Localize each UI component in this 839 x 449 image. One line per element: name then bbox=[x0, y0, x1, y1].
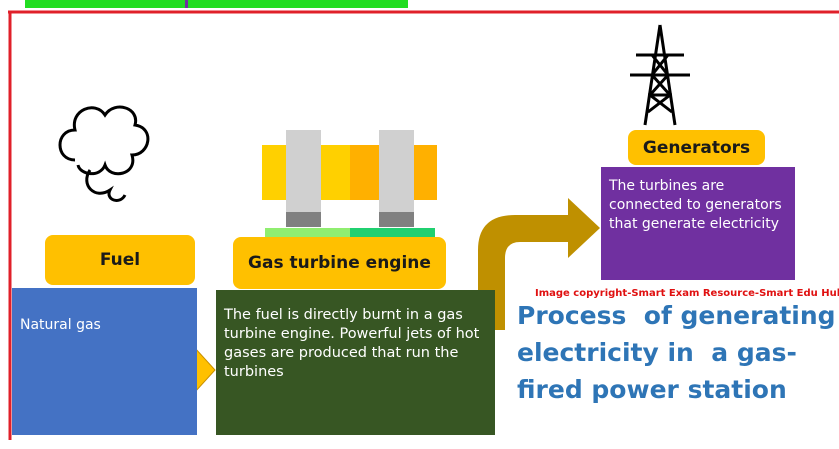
fuel-label: Fuel bbox=[45, 235, 195, 285]
smoke-icon bbox=[60, 107, 148, 200]
pylon-icon bbox=[630, 25, 690, 125]
top-bar bbox=[25, 0, 408, 8]
generators-label: Generators bbox=[628, 130, 765, 165]
engine-description: The fuel is directly burnt in a gas turb… bbox=[216, 290, 495, 435]
engine-label: Gas turbine engine bbox=[233, 237, 446, 289]
turbine-icon bbox=[262, 130, 437, 237]
generators-description: The turbines are connected to generators… bbox=[601, 167, 795, 280]
top-bar-divider bbox=[185, 0, 188, 8]
page: Fuel Natural gas Gas turbine engine The … bbox=[0, 0, 839, 449]
fuel-description: Natural gas bbox=[12, 288, 197, 435]
diagram-title: Process of generating electricity in a g… bbox=[517, 297, 839, 408]
